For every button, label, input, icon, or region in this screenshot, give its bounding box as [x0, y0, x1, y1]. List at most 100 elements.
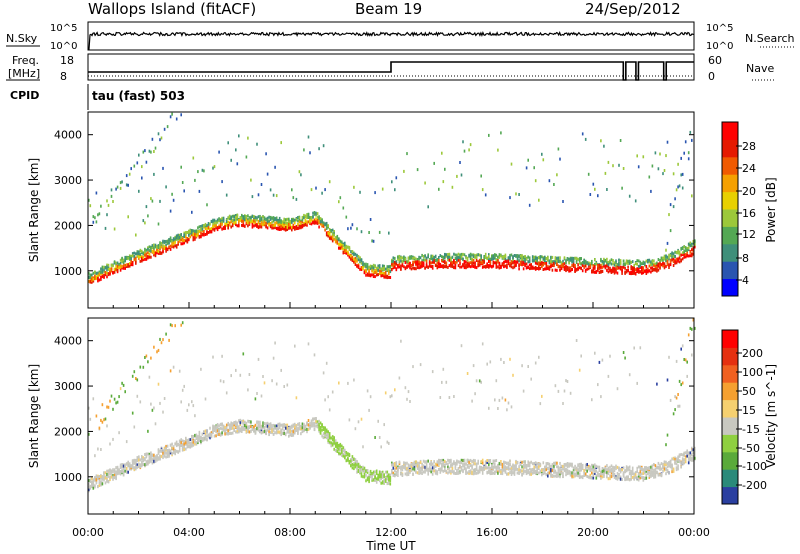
echo-cell [369, 475, 372, 479]
echo-cell [135, 461, 137, 465]
echo-cell [528, 471, 531, 475]
echo-cell [554, 462, 557, 466]
echo-cell [450, 258, 452, 262]
echo-cell [447, 265, 449, 269]
echo-cell [584, 137, 587, 141]
echo-cell [95, 480, 98, 484]
echo-cell [478, 470, 481, 474]
echo-cell [307, 135, 310, 139]
echo-cell [687, 157, 690, 161]
echo-cell [280, 224, 282, 228]
echo-cell [595, 474, 598, 478]
echo-cell [468, 148, 470, 152]
echo-cell [577, 257, 579, 261]
echo-cell [145, 463, 148, 467]
echo-cell [383, 266, 385, 270]
echo-cell [388, 473, 390, 477]
echo-cell [539, 259, 542, 263]
echo-cell [357, 462, 360, 466]
echo-cell [457, 256, 460, 259]
echo-cell [107, 469, 110, 473]
echo-cell [185, 441, 187, 445]
echo-cell [263, 217, 266, 221]
echo-cell [654, 262, 657, 266]
echo-cell [303, 213, 305, 217]
echo-cell [527, 158, 529, 162]
echo-cell [453, 265, 455, 269]
echo-cell [442, 458, 445, 462]
echo-cell [269, 222, 272, 226]
echo-cell [351, 458, 354, 462]
echo-cell [551, 474, 554, 477]
echo-cell [381, 267, 384, 271]
echo-cell [189, 438, 192, 442]
echo-cell [381, 272, 384, 276]
echo-cell [162, 247, 164, 251]
echo-cell [524, 255, 526, 258]
echo-cell [454, 462, 457, 466]
echo-cell [169, 115, 172, 119]
echo-cell [691, 248, 693, 252]
echo-cell [521, 465, 523, 469]
echo-cell [265, 218, 267, 222]
echo-cell [368, 269, 370, 273]
echo-cell [215, 221, 217, 225]
echo-cell [142, 456, 145, 460]
nsearch-tick-high: 10^5 [706, 23, 733, 34]
echo-cell [616, 266, 619, 270]
echo-cell [416, 266, 419, 269]
nsky-panel [87, 21, 695, 51]
echo-cell [469, 458, 472, 462]
echo-cell [145, 205, 148, 209]
echo-cell [441, 468, 443, 472]
echo-cell [403, 461, 405, 465]
echo-cell [384, 270, 387, 274]
echo-cell [581, 132, 584, 136]
echo-cell [401, 256, 404, 260]
echo-cell [663, 256, 666, 260]
echo-cell [544, 468, 546, 472]
echo-cell [572, 262, 575, 266]
echo-cell [478, 260, 481, 264]
echo-cell [513, 472, 516, 476]
echo-cell [238, 218, 240, 222]
echo-cell [233, 429, 235, 432]
echo-cell [609, 469, 611, 473]
echo-cell [416, 258, 419, 261]
echo-cell [366, 470, 369, 474]
echo-cell [316, 424, 319, 428]
echo-cell [253, 215, 255, 218]
echo-cell [604, 466, 607, 470]
echo-cell [174, 442, 176, 446]
echo-cell [178, 235, 181, 239]
echo-cell [321, 220, 323, 224]
echo-cell [431, 472, 434, 476]
echo-cell [104, 417, 107, 421]
echo-cell [388, 481, 390, 485]
echo-cell [144, 253, 146, 257]
echo-cell [398, 466, 401, 469]
echo-cell [115, 267, 117, 271]
echo-cell [209, 432, 211, 436]
beam-label: Beam 19 [355, 0, 422, 18]
echo-cell [242, 425, 245, 429]
echo-cell [166, 455, 169, 459]
echo-cell [363, 475, 366, 479]
echo-cell [412, 464, 414, 468]
echo-cell [141, 249, 143, 253]
echo-cell [616, 271, 619, 275]
echo-cell [338, 200, 340, 204]
echo-cell [607, 266, 610, 270]
echo-cell [497, 463, 499, 467]
echo-cell [269, 430, 272, 434]
echo-cell [612, 262, 614, 266]
echo-cell [386, 276, 389, 280]
echo-cell [472, 460, 475, 464]
echo-cell [248, 221, 251, 225]
echo-cell [206, 434, 208, 438]
echo-cell [357, 255, 360, 258]
echo-cell [241, 216, 243, 220]
echo-cell [262, 421, 264, 425]
echo-cell [534, 267, 537, 271]
echo-cell [334, 238, 337, 242]
